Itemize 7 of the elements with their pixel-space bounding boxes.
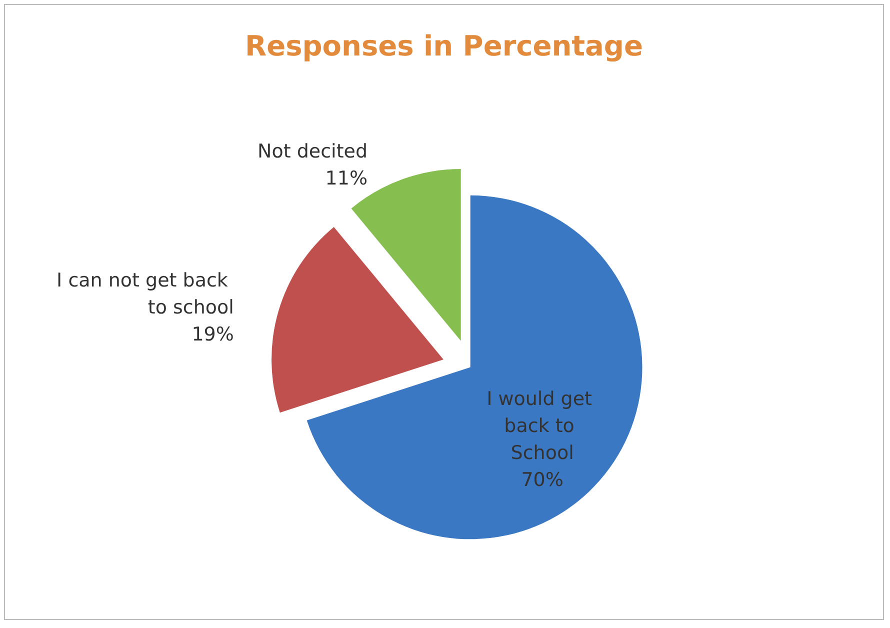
- data-label: 11%: [325, 168, 368, 190]
- slice-label: Not decited: [258, 140, 368, 163]
- slice-label: I can not get back to school: [56, 269, 234, 318]
- slice-label: I would get back to School: [486, 388, 598, 464]
- data-label: 19%: [192, 323, 234, 346]
- data-label: 70%: [521, 469, 564, 492]
- chart-title: Responses in Percentage: [245, 30, 643, 62]
